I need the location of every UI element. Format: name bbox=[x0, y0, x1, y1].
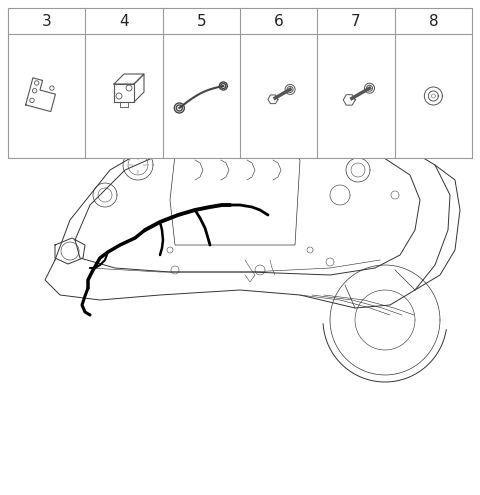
Text: 7: 7 bbox=[351, 13, 361, 29]
Text: 1: 1 bbox=[203, 15, 211, 29]
Bar bbox=[8, 8, 472, 158]
Text: 4: 4 bbox=[119, 13, 129, 29]
Text: 8: 8 bbox=[429, 13, 438, 29]
Text: 5: 5 bbox=[196, 13, 206, 29]
Text: 3: 3 bbox=[42, 13, 51, 29]
Text: 2: 2 bbox=[236, 15, 244, 29]
Text: 6: 6 bbox=[274, 13, 284, 29]
